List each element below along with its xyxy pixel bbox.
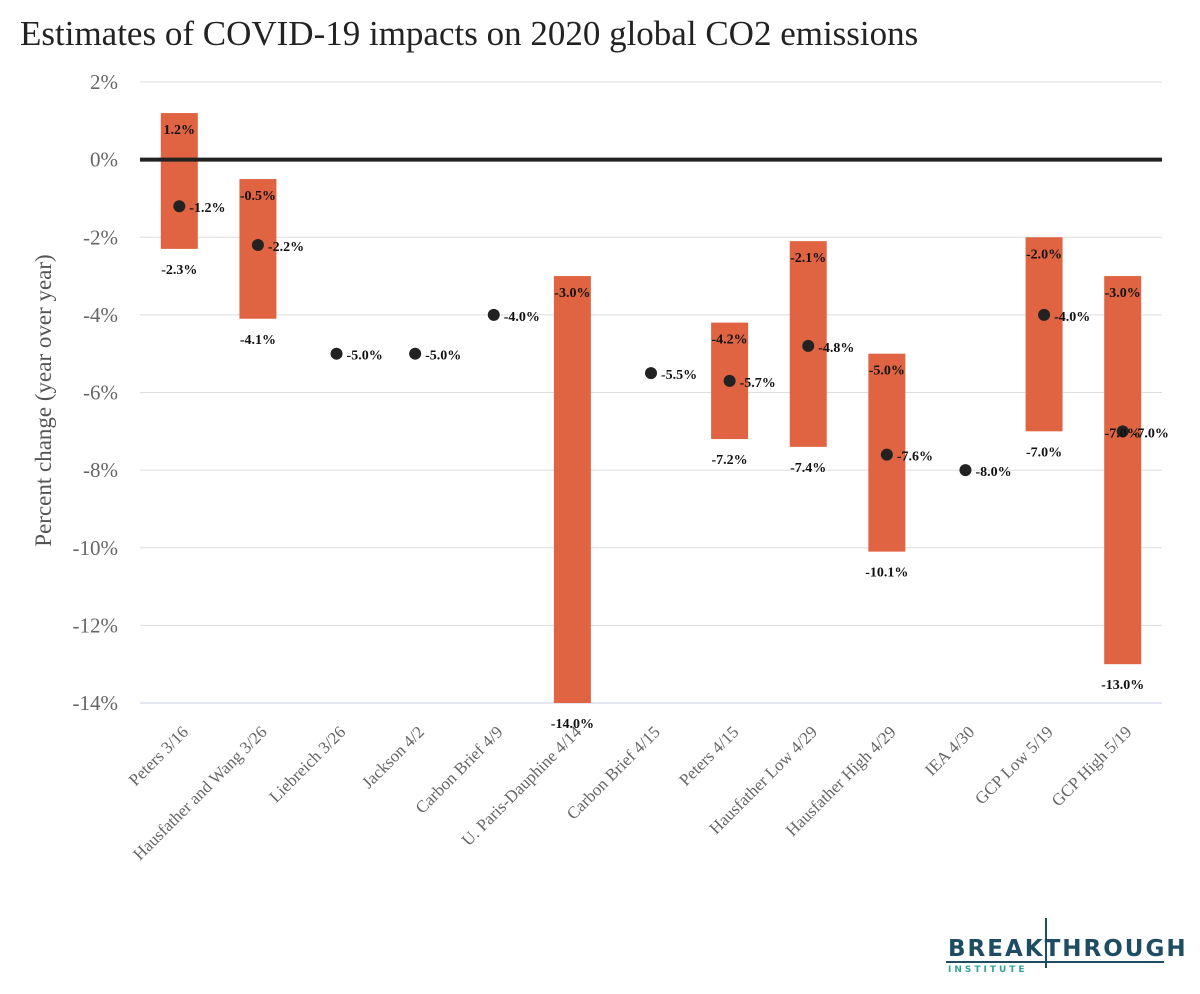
data-labels: 1.2% -2.3% -0.5% -4.1% -3.0% -14.0% -4.2% -7.2%… <box>161 123 1169 732</box>
range-low-label: -2.3% <box>161 263 197 278</box>
range-low-label: -7.2% <box>712 453 748 468</box>
range-bar <box>1104 276 1142 665</box>
y-tick-label: -10% <box>73 536 119 560</box>
range-high-label: -3.0% <box>554 286 590 301</box>
range-low-label: -13.0% <box>1101 678 1144 693</box>
point-marker <box>723 374 736 387</box>
range-bars <box>160 113 1142 703</box>
range-bar <box>553 276 591 703</box>
point-label: -7.0% <box>1133 426 1169 441</box>
point-marker <box>959 464 972 477</box>
point-marker <box>645 367 657 380</box>
point-label: -7.0% <box>1105 426 1141 441</box>
range-high-label: -2.0% <box>1026 247 1062 262</box>
range-high-label: -5.0% <box>869 364 905 379</box>
point-marker <box>1038 308 1051 321</box>
y-tick-label: 2% <box>90 70 118 94</box>
range-high-label: -4.2% <box>712 333 748 348</box>
point-label: -7.6% <box>897 450 933 465</box>
range-high-label: -0.5% <box>240 189 276 204</box>
y-tick-label: -4% <box>83 303 118 327</box>
point-label: -5.7% <box>740 376 776 391</box>
y-tick-label: -14% <box>73 691 119 715</box>
point-label: -4.0% <box>504 310 540 325</box>
range-low-label: -7.4% <box>790 461 826 476</box>
point-label: -8.0% <box>975 465 1011 480</box>
point-marker <box>251 239 264 252</box>
range-bar <box>160 113 198 249</box>
y-tick-label: -2% <box>83 225 118 249</box>
range-high-label: -3.0% <box>1105 286 1141 301</box>
x-tick-label: Hausfather and Wang 3/26 <box>129 722 270 863</box>
range-high-label: 1.2% <box>164 123 196 138</box>
range-high-label: -2.1% <box>790 251 826 266</box>
range-low-label: -10.1% <box>865 566 908 581</box>
range-low-label: -4.1% <box>240 333 276 348</box>
point-label: -5.0% <box>425 349 461 364</box>
y-tick-label: -6% <box>83 381 118 405</box>
chart-title: Estimates of COVID-19 impacts on 2020 gl… <box>20 14 919 53</box>
point-estimates <box>173 200 1129 477</box>
point-marker <box>487 308 500 321</box>
point-label: -4.8% <box>818 341 854 356</box>
x-tick-label: Liebreich 3/26 <box>265 722 349 806</box>
point-marker <box>173 200 186 213</box>
x-tick-label: IEA 4/30 <box>921 722 978 779</box>
point-label: -5.0% <box>347 349 383 364</box>
y-tick-label: -8% <box>83 458 118 482</box>
x-tick-label: Peters 4/15 <box>675 722 742 789</box>
point-marker <box>409 347 422 360</box>
x-tick-label: Jackson 4/2 <box>358 722 428 792</box>
point-label: -1.2% <box>189 201 225 216</box>
range-low-label: -14.0% <box>551 717 594 732</box>
y-tick-label: 0% <box>90 148 118 172</box>
x-tick-label: GCP High 5/19 <box>1048 722 1136 810</box>
point-label: -5.5% <box>661 368 697 383</box>
point-marker <box>880 448 893 461</box>
point-label: -4.0% <box>1054 310 1090 325</box>
x-tick-label: GCP Low 5/19 <box>971 722 1057 808</box>
y-tick-label: -12% <box>73 613 119 637</box>
breakthrough-logo: BREAKTHROUGH INSTITUTE <box>946 918 1188 975</box>
logo-subtitle: INSTITUTE <box>948 965 1028 975</box>
point-label: -2.2% <box>268 240 304 255</box>
gridlines <box>140 81 1162 704</box>
point-marker <box>330 347 343 360</box>
point-marker <box>802 339 815 352</box>
range-bar <box>1025 237 1063 432</box>
logo-wordmark: BREAKTHROUGH <box>948 936 1188 962</box>
range-low-label: -7.0% <box>1026 445 1062 460</box>
x-tick-label: Peters 3/16 <box>125 722 192 789</box>
y-axis-title: Percent change (year over year) <box>31 254 56 546</box>
point-marker <box>1116 425 1129 438</box>
